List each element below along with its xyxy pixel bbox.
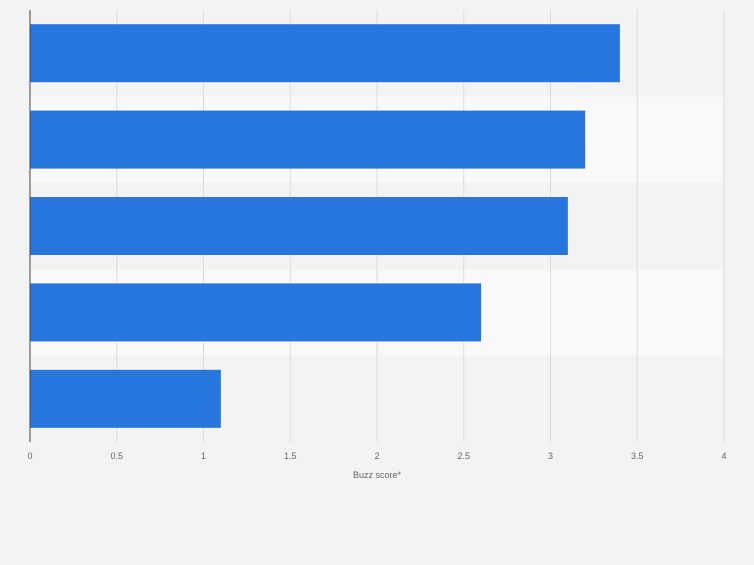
x-tick-label: 2.5 bbox=[457, 451, 470, 461]
x-axis-title: Buzz score* bbox=[353, 470, 402, 480]
x-tick-label: 0 bbox=[27, 451, 32, 461]
bar[interactable] bbox=[30, 24, 620, 83]
x-tick-label: 1 bbox=[201, 451, 206, 461]
x-tick-label: 2 bbox=[374, 451, 379, 461]
x-tick-label: 0.5 bbox=[110, 451, 123, 461]
x-tick-label: 3.5 bbox=[631, 451, 644, 461]
bar[interactable] bbox=[30, 197, 568, 255]
bar[interactable] bbox=[30, 283, 482, 342]
x-tick-labels: 0 0.5 1 1.5 2 2.5 3 3.5 4 bbox=[27, 451, 726, 461]
x-tick-label: 4 bbox=[721, 451, 726, 461]
bar[interactable] bbox=[30, 369, 221, 428]
x-tick-label: 1.5 bbox=[284, 451, 297, 461]
bar[interactable] bbox=[30, 110, 586, 169]
x-tick-label: 3 bbox=[548, 451, 553, 461]
bar-series bbox=[30, 24, 620, 428]
